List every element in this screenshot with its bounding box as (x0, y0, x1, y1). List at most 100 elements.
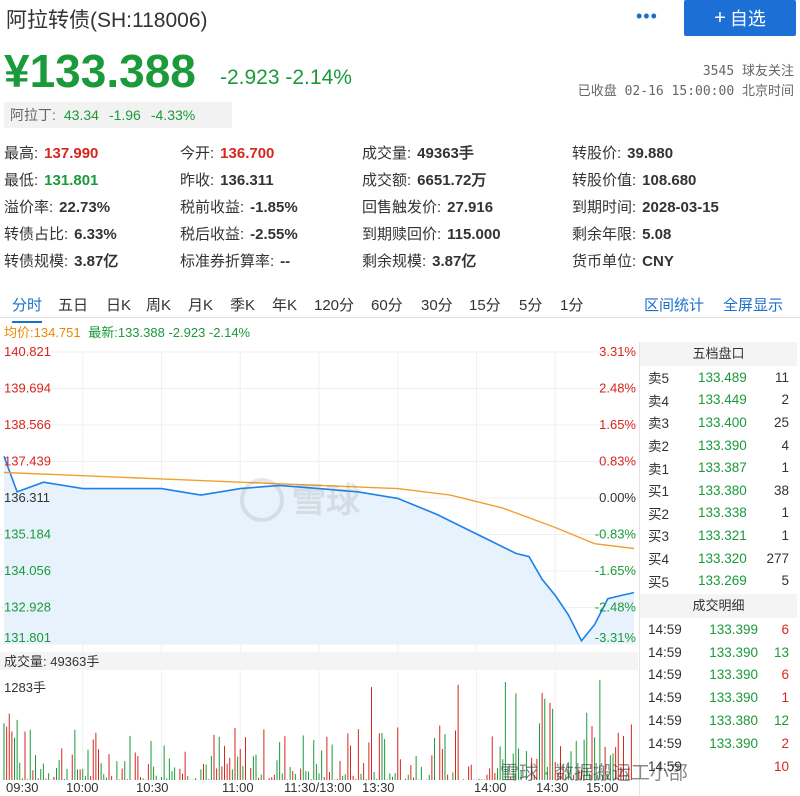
stat-label: 成交额: (362, 172, 412, 189)
y-axis-label-left: 136.311 (4, 490, 50, 505)
y-axis-label-right: 0.00% (599, 490, 636, 505)
price-change: -2.923 -2.14% (220, 66, 352, 89)
stat-value: 22.73% (59, 199, 111, 216)
stat-item: 标准券折算率: -- (180, 250, 290, 271)
tab-period[interactable]: 季K (230, 297, 256, 314)
stat-item: 转债规模: 3.87亿 (4, 250, 118, 271)
stat-label: 货币单位: (572, 253, 637, 270)
tab-period[interactable]: 五日 (58, 297, 89, 314)
x-axis-label: 14:30 (536, 780, 569, 795)
stat-item: 最低: 131.801 (4, 169, 98, 190)
tab-period[interactable]: 15分 (469, 297, 501, 314)
underlying-name: 阿拉丁: (10, 107, 56, 123)
stat-label: 成交量: (362, 145, 412, 162)
underlying-change: -1.96 (108, 107, 141, 123)
stat-label: 转债规模: (4, 253, 69, 270)
market-status: 已收盘 02-16 15:00:00 北京时间 (577, 84, 794, 99)
order-book-row: 卖5 133.489 11 (648, 369, 789, 387)
add-watchlist-label: 自选 (729, 9, 766, 29)
stat-value: 136.311 (220, 172, 274, 189)
fullscreen-link[interactable]: 全屏显示 (723, 297, 784, 314)
followers-count[interactable]: 3545 球友关注 (702, 64, 794, 79)
tab-period[interactable]: 日K (106, 297, 132, 314)
stat-label: 最低: (4, 172, 39, 189)
stat-value: 5.08 (642, 226, 672, 243)
underlying-stock-link[interactable]: 阿拉丁: 43.34 -1.96 -4.33% (4, 102, 232, 128)
stat-label: 税后收益: (180, 226, 245, 243)
x-axis-label: 11:00 (222, 780, 254, 795)
page-title: 阿拉转债(SH:118006) (6, 9, 208, 32)
stat-label: 标准券折算率: (180, 253, 275, 270)
stat-label: 到期时间: (572, 199, 637, 216)
x-axis-label: 10:00 (66, 780, 99, 795)
y-axis-label-left: 137.439 (4, 454, 51, 469)
side-panel: 五档盘口 卖5 133.489 11 卖4 133.449 2 卖3 133.400 25 卖2 1… (639, 342, 797, 796)
stat-item: 转股价: 39.880 (572, 142, 673, 163)
tab-period[interactable]: 120分 (314, 297, 355, 314)
y-axis-label-left: 140.821 (4, 344, 51, 359)
trade-row: 14:59 133.390 6 (648, 667, 789, 683)
tab-period[interactable]: 60分 (371, 297, 403, 314)
trades-title: 成交明细 (640, 593, 797, 618)
latest-price-legend: 最新:133.388 -2.923 -2.14% (88, 325, 251, 340)
stat-label: 税前收益: (180, 199, 245, 216)
more-dots-icon[interactable]: ••• (636, 6, 658, 26)
x-axis-label: 09:30 (6, 780, 39, 795)
stat-value: 3.87亿 (432, 253, 477, 270)
volume-label: 成交量: 49363手 (4, 654, 99, 669)
stat-label: 最高: (4, 145, 39, 162)
trade-row: 14:59 133.380 12 (648, 713, 789, 729)
tab-period[interactable]: 年K (272, 297, 298, 314)
avg-price-legend: 均价:134.751 (4, 325, 81, 340)
add-watchlist-button[interactable]: + 自选 (684, 0, 796, 36)
trade-row: 14:59 10 (648, 758, 789, 774)
underlying-pct: -4.33% (150, 107, 196, 123)
y-axis-label-left: 138.566 (4, 417, 51, 432)
stat-value: 115.000 (447, 226, 501, 243)
tab-period[interactable]: 周K (146, 297, 172, 314)
tab-period[interactable]: 月K (188, 297, 214, 314)
range-stats-link[interactable]: 区间统计 (644, 297, 705, 314)
stat-item: 到期时间: 2028-03-15 (572, 196, 719, 217)
y-axis-label-left: 134.056 (4, 563, 51, 578)
stat-value: 137.990 (44, 145, 99, 162)
stat-value: -1.85% (250, 199, 298, 216)
stat-value: 108.680 (642, 172, 697, 189)
y-axis-label-right: 1.65% (599, 417, 636, 432)
trade-list: 14:59 133.399 6 14:59 133.390 13 14:59 133.390 6… (640, 618, 797, 778)
stat-item: 成交额: 6651.72万 (362, 169, 486, 190)
x-axis-label: 10:30 (136, 780, 169, 795)
tab-period[interactable]: 分时 (12, 294, 43, 323)
order-book-row: 卖1 133.387 1 (648, 460, 789, 477)
stat-value: 6.33% (74, 226, 117, 243)
stat-item: 剩余规模: 3.87亿 (362, 250, 476, 271)
y-axis-label-right: -0.83% (595, 527, 637, 542)
stat-label: 转股价: (572, 145, 622, 162)
stat-value: 136.700 (220, 145, 275, 162)
tab-period[interactable]: 5分 (519, 297, 543, 314)
y-axis-label-right: 2.48% (599, 381, 636, 396)
stat-item: 税后收益: -2.55% (180, 223, 298, 244)
tab-period[interactable]: 1分 (560, 297, 584, 314)
order-book-row: 卖4 133.449 2 (648, 392, 789, 409)
y-axis-label-left: 132.928 (4, 600, 51, 615)
tab-period[interactable]: 30分 (421, 297, 453, 314)
stat-label: 昨收: (180, 172, 215, 189)
stat-value: 6651.72万 (417, 172, 487, 189)
stat-item: 最高: 137.990 (4, 142, 98, 163)
trade-row: 14:59 133.390 1 (648, 690, 789, 706)
order-book-row: 买1 133.380 38 (648, 482, 789, 500)
stat-item: 货币单位: CNY (572, 250, 674, 271)
y-axis-label-left: 139.694 (4, 381, 51, 396)
y-axis-label-right: -1.65% (595, 563, 637, 578)
stat-value: 49363手 (417, 145, 474, 162)
watermark-logo-icon (240, 478, 284, 522)
trade-row: 14:59 133.390 13 (648, 644, 789, 660)
stat-item: 今开: 136.700 (180, 142, 274, 163)
y-axis-label-left: 135.184 (4, 527, 51, 542)
intraday-chart[interactable]: 雪球 140.821 139.694 138.566 137.439 136.311 135… (0, 340, 640, 796)
y-axis-label-right: 0.83% (599, 454, 636, 469)
stat-item: 昨收: 136.311 (180, 169, 274, 190)
stat-value: 39.880 (627, 145, 674, 162)
price-area (4, 456, 634, 644)
